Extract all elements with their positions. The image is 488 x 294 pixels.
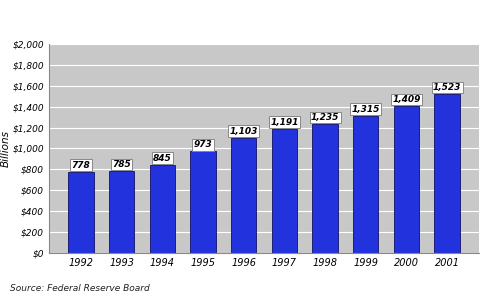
Text: 845: 845: [153, 154, 171, 163]
Bar: [433, 94, 459, 253]
Y-axis label: Billions: Billions: [1, 130, 11, 167]
Bar: [352, 116, 378, 253]
Bar: [231, 138, 256, 253]
Text: 1,523: 1,523: [432, 83, 460, 92]
Text: 973: 973: [193, 141, 212, 149]
Text: 1,191: 1,191: [270, 118, 298, 127]
Text: CONSUMER DEBT HAS DOUBLED OVER THE LAST DECADE: CONSUMER DEBT HAS DOUBLED OVER THE LAST …: [44, 14, 444, 27]
Text: 785: 785: [112, 160, 131, 169]
Text: Source: Federal Reserve Board: Source: Federal Reserve Board: [10, 284, 149, 293]
Text: 1,235: 1,235: [310, 113, 339, 122]
Text: 1,103: 1,103: [229, 127, 257, 136]
Text: 1,409: 1,409: [391, 95, 420, 104]
Text: 778: 778: [72, 161, 90, 170]
Bar: [68, 172, 94, 253]
Bar: [393, 106, 418, 253]
Bar: [109, 171, 134, 253]
Bar: [149, 165, 175, 253]
Bar: [271, 128, 296, 253]
Bar: [190, 151, 215, 253]
Bar: [312, 124, 337, 253]
Text: 1,315: 1,315: [351, 105, 379, 114]
